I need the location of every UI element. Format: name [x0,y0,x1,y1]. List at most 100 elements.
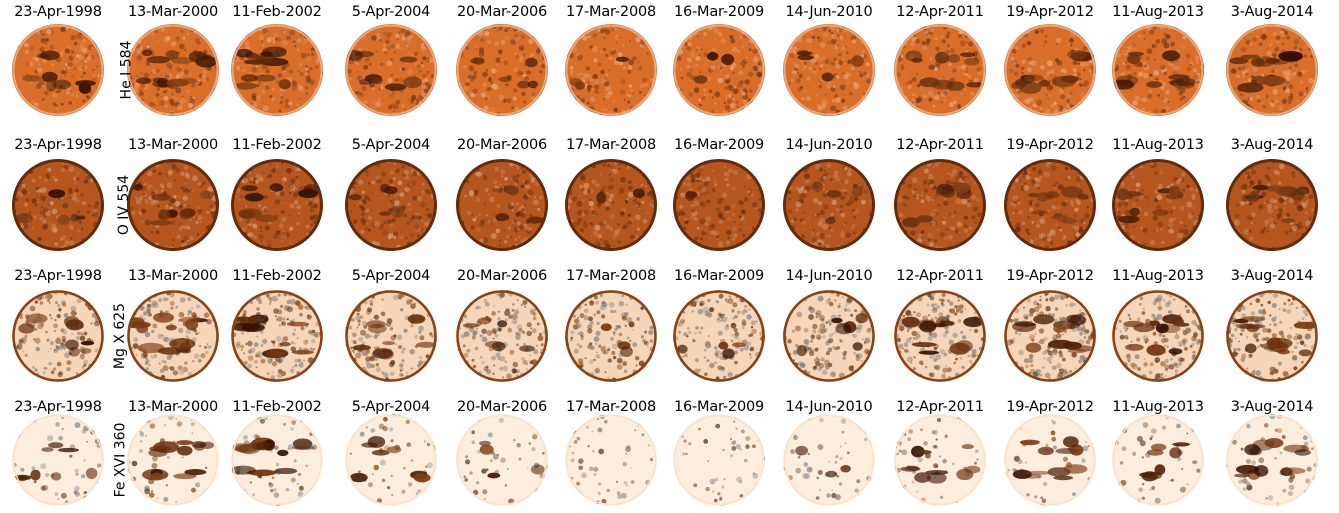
solar-disk-image [565,24,657,116]
date-label: 12-Apr-2011 [896,4,984,20]
date-label: 14-Jun-2010 [785,4,873,20]
solar-disk-image [12,24,104,116]
solar-disk-image [12,159,104,251]
date-label: 3-Aug-2014 [1230,4,1314,20]
solar-disk-image [345,414,437,506]
date-label: 11-Aug-2013 [1112,4,1204,20]
date-label: 11-Feb-2002 [232,137,322,153]
date-label: 19-Apr-2012 [1006,268,1094,284]
row-label-wavelength: Mg X 625 [112,302,129,370]
solar-disk-image [1004,24,1096,116]
date-label: 5-Apr-2004 [351,268,431,284]
solar-disk-image [783,159,875,251]
solar-disk-image [783,24,875,116]
date-label: 11-Aug-2013 [1112,399,1204,415]
date-label: 3-Aug-2014 [1230,399,1314,415]
date-label: 13-Mar-2000 [127,4,219,20]
solar-disk-image [894,414,986,506]
solar-disk-image [565,290,657,382]
date-label: 13-Mar-2000 [127,399,219,415]
row-label-wavelength: Fe XVI 360 [111,422,128,498]
solar-disk-image [1004,290,1096,382]
date-label: 12-Apr-2011 [896,399,984,415]
date-label: 11-Aug-2013 [1112,268,1204,284]
date-label: 17-Mar-2008 [565,399,657,415]
date-label: 11-Feb-2002 [232,4,322,20]
date-label: 16-Mar-2009 [673,399,765,415]
date-label: 17-Mar-2008 [565,4,657,20]
date-label: 20-Mar-2006 [456,137,548,153]
solar-disk-image [345,24,437,116]
solar-disk-image [1112,24,1204,116]
solar-disk-image [231,290,323,382]
solar-disk-image [894,290,986,382]
solar-disk-image [1004,414,1096,506]
date-label: 14-Jun-2010 [785,399,873,415]
date-label: 19-Apr-2012 [1006,137,1094,153]
date-label: 20-Mar-2006 [456,399,548,415]
solar-disk-image [12,414,104,506]
date-label: 23-Apr-1998 [14,268,102,284]
date-label: 16-Mar-2009 [673,4,765,20]
solar-disk-image [565,414,657,506]
solar-disk-image [345,290,437,382]
solar-disk-image [456,414,548,506]
row-label-wavelength: He I 584 [117,40,134,100]
solar-disk-image [127,24,219,116]
solar-disk-image [565,159,657,251]
date-label: 11-Feb-2002 [232,399,322,415]
solar-disk-image [1226,159,1318,251]
date-label: 19-Apr-2012 [1006,4,1094,20]
solar-disk-image [673,24,765,116]
date-label: 5-Apr-2004 [351,399,431,415]
date-label: 20-Mar-2006 [456,4,548,20]
solar-disk-image [1112,159,1204,251]
solar-disk-image [673,290,765,382]
solar-disk-image [127,414,219,506]
date-label: 23-Apr-1998 [14,399,102,415]
solar-disk-image [231,24,323,116]
date-label: 14-Jun-2010 [785,268,873,284]
date-label: 13-Mar-2000 [127,268,219,284]
solar-disk-image [1226,414,1318,506]
date-label: 5-Apr-2004 [351,4,431,20]
solar-disk-image [127,159,219,251]
date-label: 3-Aug-2014 [1230,137,1314,153]
solar-disk-image [783,290,875,382]
solar-disk-image [345,159,437,251]
solar-disk-image [1004,159,1096,251]
date-label: 20-Mar-2006 [456,268,548,284]
date-label: 14-Jun-2010 [785,137,873,153]
date-label: 11-Aug-2013 [1112,137,1204,153]
date-label: 16-Mar-2009 [673,137,765,153]
date-label: 12-Apr-2011 [896,137,984,153]
date-label: 13-Mar-2000 [127,137,219,153]
solar-disk-image [12,290,104,382]
solar-disk-image [673,414,765,506]
solar-disk-image [673,159,765,251]
date-label: 17-Mar-2008 [565,268,657,284]
solar-disk-image [456,24,548,116]
date-label: 12-Apr-2011 [896,268,984,284]
solar-disk-image [1112,414,1204,506]
date-label: 11-Feb-2002 [232,268,322,284]
row-label-wavelength: O IV 554 [116,174,133,236]
date-label: 5-Apr-2004 [351,137,431,153]
date-label: 23-Apr-1998 [14,4,102,20]
solar-disk-image [894,24,986,116]
date-label: 19-Apr-2012 [1006,399,1094,415]
solar-disk-image [456,159,548,251]
solar-disk-image [783,414,875,506]
date-label: 23-Apr-1998 [14,137,102,153]
solar-disk-image [894,159,986,251]
solar-disk-image [1226,290,1318,382]
solar-disk-image [1226,24,1318,116]
date-label: 3-Aug-2014 [1230,268,1314,284]
solar-disk-image [231,159,323,251]
solar-disk-image [231,414,323,506]
solar-disk-image [1112,290,1204,382]
solar-disk-image [456,290,548,382]
solar-disk-image [127,290,219,382]
date-label: 17-Mar-2008 [565,137,657,153]
